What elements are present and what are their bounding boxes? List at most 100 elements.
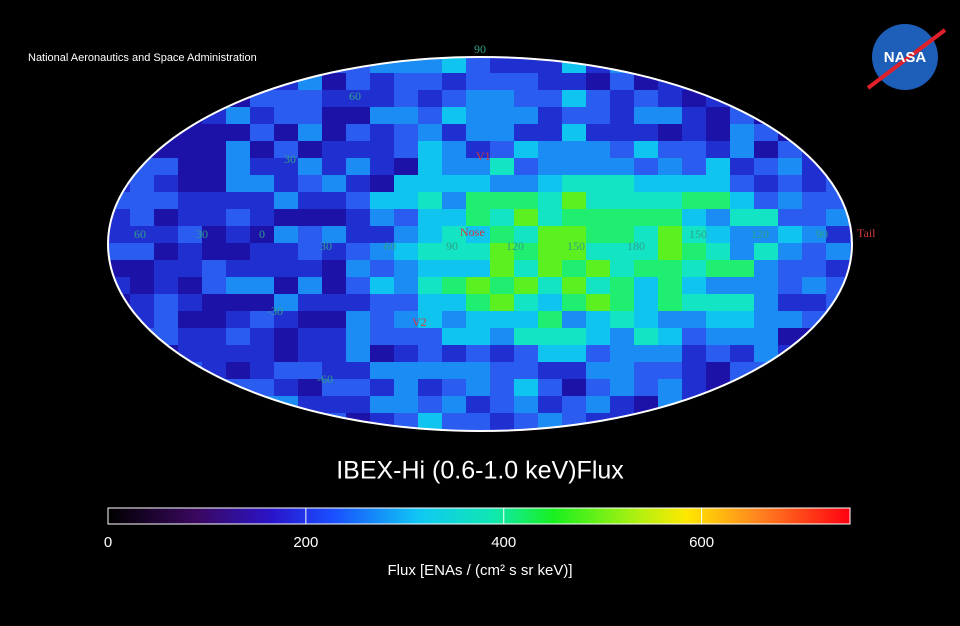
map-cell [730,226,755,244]
map-cell [682,243,707,261]
map-cell [490,175,515,193]
map-cell [682,158,707,176]
map-cell [130,243,155,261]
map-cell [226,311,251,329]
map-cell [466,311,491,329]
map-cell [634,328,659,346]
map-cell [586,175,611,193]
map-cell [730,345,755,363]
map-cell [466,158,491,176]
map-cell [442,158,467,176]
map-cell [370,141,395,159]
figure-title: IBEX-Hi (0.6-1.0 keV)Flux [336,457,624,485]
map-cell [610,158,635,176]
map-cell [322,175,347,193]
map-cell [706,277,731,295]
map-cell [490,158,515,176]
map-cell [754,260,779,278]
map-cell [322,294,347,312]
map-cell [418,141,443,159]
map-cell [658,192,683,210]
map-cell [706,192,731,210]
map-cell [490,107,515,125]
map-cell [826,226,851,244]
map-cell [274,124,299,142]
nasa-logo: NASA [866,24,947,90]
map-cell [466,328,491,346]
map-cell [274,260,299,278]
map-cell [370,260,395,278]
map-cell [178,294,203,312]
latitude-label: 90 [474,42,486,56]
map-cell [658,260,683,278]
map-cell [634,243,659,261]
map-cell [802,175,827,193]
map-cell [154,277,179,295]
map-cell [586,192,611,210]
map-cell [154,311,179,329]
map-cell [202,158,227,176]
map-cell [178,277,203,295]
map-cell [706,294,731,312]
map-cell [802,209,827,227]
map-cell [778,175,803,193]
map-cell [298,311,323,329]
map-cell [370,209,395,227]
map-cell [562,107,587,125]
map-cell [658,345,683,363]
map-cell [298,277,323,295]
map-cell [442,379,467,397]
agency-name: National Aeronautics and Space Administr… [28,52,257,64]
map-cell [610,260,635,278]
map-cell [394,260,419,278]
map-cell [418,328,443,346]
map-cell [178,243,203,261]
map-cell [370,277,395,295]
map-cell [202,345,227,363]
map-cell [178,260,203,278]
map-cell [346,328,371,346]
map-cell [658,158,683,176]
map-cell [322,260,347,278]
map-cell [658,311,683,329]
colorbar-tick-label: 200 [293,534,318,551]
map-cell [466,362,491,380]
map-cell [346,90,371,108]
map-cell [466,107,491,125]
map-cell [370,192,395,210]
map-cell [538,175,563,193]
map-cell [586,396,611,414]
map-cell [610,141,635,159]
map-cell [298,362,323,380]
map-cell [706,107,731,125]
map-cell [226,158,251,176]
map-cell [298,328,323,346]
map-cell [634,311,659,329]
map-cell [802,277,827,295]
map-cell [442,192,467,210]
map-cell [610,277,635,295]
map-cell [322,396,347,414]
map-cell [274,311,299,329]
map-cell [682,90,707,108]
map-cell [274,379,299,397]
map-cell [466,175,491,193]
map-cell [202,175,227,193]
map-cell [634,226,659,244]
map-cell [682,107,707,125]
map-cell [178,158,203,176]
map-cell [442,124,467,142]
map-cell [130,277,155,295]
map-cell [346,277,371,295]
map-cell [250,175,275,193]
map-cell [250,379,275,397]
map-cell [562,277,587,295]
map-cell [226,175,251,193]
map-cell [562,362,587,380]
map-cell [298,107,323,125]
map-cell [658,379,683,397]
map-cell [634,209,659,227]
map-cell [442,362,467,380]
map-cell [346,73,371,91]
map-cell [418,396,443,414]
